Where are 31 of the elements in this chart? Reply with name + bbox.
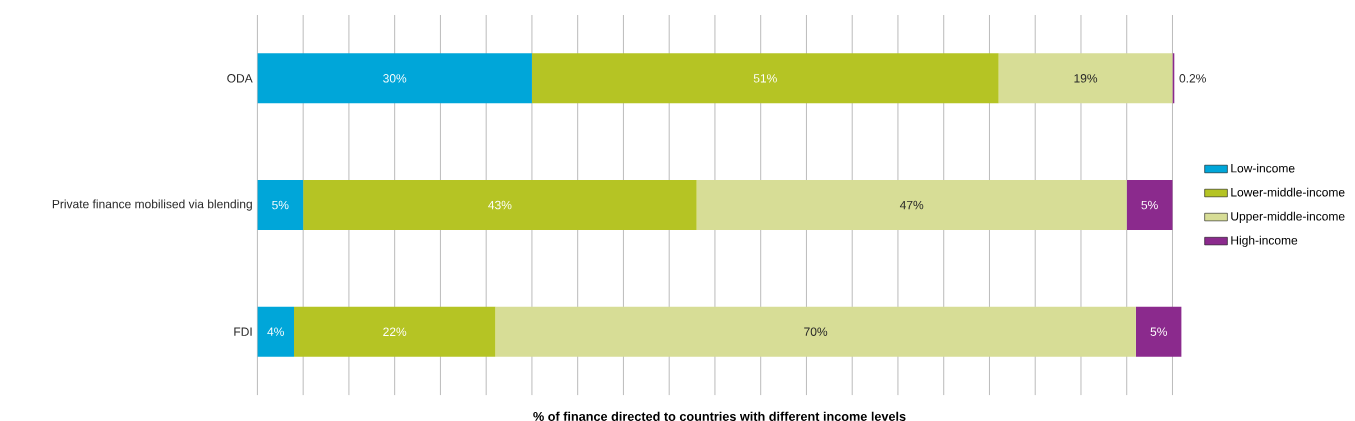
- bar: [495, 306, 1136, 357]
- bar: [257, 179, 304, 230]
- bar: [303, 179, 697, 230]
- data-label: 19%: [1074, 74, 1098, 83]
- legend-label: Upper-middle-income: [1231, 211, 1345, 223]
- data-label: 43%: [488, 200, 512, 210]
- y-tick-label: FDI: [234, 327, 252, 336]
- y-tick-label: ODA: [227, 74, 253, 83]
- data-label: 5%: [1150, 327, 1167, 336]
- data-label: 22%: [383, 327, 407, 336]
- data-label: 70%: [804, 327, 828, 336]
- data-label: 30%: [383, 74, 407, 83]
- bar: [998, 53, 1173, 104]
- legend-label: Lower-middle-income: [1231, 187, 1345, 197]
- bar: [257, 306, 295, 357]
- legend-label: Low-income: [1231, 163, 1295, 173]
- bar: [257, 53, 532, 104]
- data-label: 51%: [753, 74, 777, 83]
- data-label: 5%: [272, 200, 289, 210]
- data-label: 0.2%: [1179, 74, 1206, 83]
- bar: [531, 53, 999, 104]
- legend-label: High-income: [1231, 235, 1298, 247]
- bar: [1135, 306, 1182, 357]
- data-label: 4%: [267, 327, 284, 336]
- x-axis-title: % of finance directed to countries with different income levels: [533, 411, 906, 421]
- data-label: 5%: [1141, 200, 1158, 210]
- bar: [294, 306, 496, 357]
- bar: [1126, 179, 1173, 230]
- y-tick-label: Private finance mobilised via blending: [52, 199, 252, 211]
- data-label: 47%: [899, 200, 924, 210]
- bar: [696, 179, 1127, 230]
